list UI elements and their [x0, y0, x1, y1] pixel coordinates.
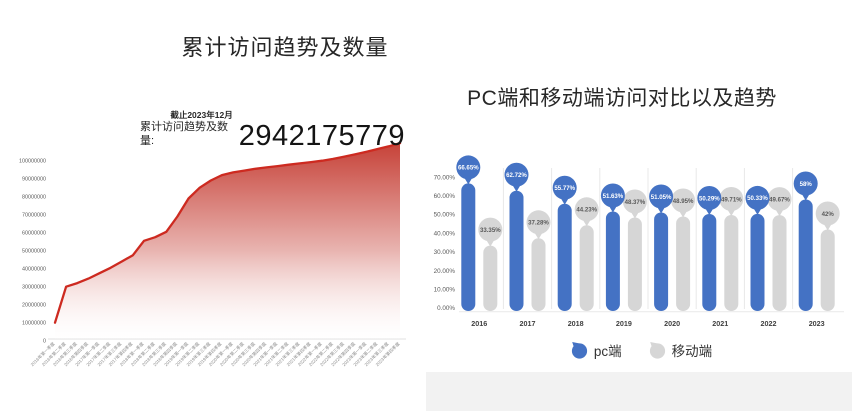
legend-item-mobile-label: 移动端: [671, 344, 713, 359]
pc-2018-bar[interactable]: [557, 203, 572, 311]
right-y-tick-label: 50.00%: [434, 212, 456, 219]
mobile-balloon-icon: [649, 342, 665, 359]
left-y-tick-label: 60000000: [22, 231, 46, 237]
pc-2021-bar[interactable]: [702, 214, 717, 311]
year-label-2019: 2019: [616, 319, 632, 328]
mobile-2023-balloon[interactable]: [815, 201, 840, 226]
left-y-tick-label: 70000000: [22, 213, 46, 219]
pc-2020-bar[interactable]: [654, 212, 669, 312]
cumulative-area[interactable]: [55, 143, 400, 339]
pc-2022-bar[interactable]: [750, 213, 765, 311]
mobile-2022-balloon[interactable]: [767, 187, 792, 212]
year-label-2018: 2018: [568, 319, 584, 328]
right-y-tick-label: 0.00%: [437, 305, 455, 312]
pc-2021-balloon[interactable]: [697, 186, 722, 210]
left-y-tick-label: 10000000: [22, 321, 46, 327]
legend-item-pc-label: pc端: [593, 344, 622, 359]
right-y-tick-label: 10.00%: [434, 287, 456, 294]
pc-2022-balloon[interactable]: [745, 185, 770, 210]
mobile-2020-balloon-label: 48.95%: [673, 198, 694, 205]
right-y-tick-label: 30.00%: [434, 249, 456, 256]
pc-2019-balloon[interactable]: [600, 183, 625, 208]
mobile-2019-balloon-label: 48.37%: [625, 199, 646, 206]
mobile-2016-bar[interactable]: [483, 245, 498, 311]
mobile-2019-bar[interactable]: [627, 217, 642, 312]
pc-2017-balloon-label: 62.72%: [506, 172, 527, 179]
pc-balloon-icon: [571, 342, 587, 359]
stat-value: 2942175779: [238, 120, 405, 152]
left-y-tick-label: 90000000: [22, 177, 46, 183]
year-label-2020: 2020: [664, 319, 680, 328]
pc-2020-balloon-label: 51.05%: [651, 194, 672, 201]
left-y-tick-label: 50000000: [22, 249, 46, 255]
left-y-tick-label: 40000000: [22, 267, 46, 273]
right-y-tick-label: 40.00%: [434, 230, 456, 237]
left-y-tick-label: 30000000: [22, 285, 46, 291]
pc-2019-balloon-label: 51.63%: [603, 193, 624, 200]
mobile-2017-bar[interactable]: [531, 238, 546, 311]
year-label-2017: 2017: [520, 319, 536, 328]
pc-2017-balloon[interactable]: [504, 162, 529, 187]
legend-item-pc[interactable]: pc端: [570, 340, 622, 360]
mobile-2020-balloon[interactable]: [671, 188, 696, 213]
pc-2023-balloon[interactable]: [793, 171, 818, 196]
left-chart-title: 累计访问趋势及数量: [181, 35, 389, 60]
year-label-2021: 2021: [712, 319, 728, 328]
bottom-strip: [426, 372, 852, 411]
legend: pc端 移动端: [430, 340, 852, 360]
pc-2022-balloon-label: 50.33%: [747, 195, 768, 202]
mobile-2021-balloon[interactable]: [719, 187, 744, 211]
left-y-tick-label: 20000000: [22, 303, 46, 309]
mobile-2019-balloon[interactable]: [622, 189, 647, 214]
mobile-2022-bar[interactable]: [772, 215, 787, 311]
mobile-2023-bar[interactable]: [820, 229, 835, 312]
mobile-2018-balloon-label: 44.23%: [576, 207, 597, 214]
mobile-2017-balloon[interactable]: [526, 210, 551, 235]
right-y-tick-label: 20.00%: [434, 268, 456, 275]
pc-2018-balloon-label: 55.77%: [554, 185, 575, 192]
stat-label: 累计访问趋势及数量:: [140, 121, 228, 147]
pc-2016-balloon[interactable]: [456, 155, 481, 180]
left-y-tick-label: 0: [43, 339, 46, 345]
year-label-2023: 2023: [809, 319, 825, 328]
legend-item-mobile[interactable]: 移动端: [648, 340, 713, 360]
mobile-2021-bar[interactable]: [724, 215, 739, 311]
left-y-tick-label: 100000000: [19, 159, 46, 165]
mobile-2017-balloon-label: 37.28%: [528, 220, 549, 227]
mobile-2018-bar[interactable]: [579, 225, 594, 311]
right-y-tick-label: 70.00%: [434, 174, 456, 181]
pc-2019-bar[interactable]: [605, 211, 620, 312]
pc-2021-balloon-label: 50.29%: [699, 195, 720, 202]
right-chart-title: PC端和移动端访问对比以及趋势: [467, 87, 777, 110]
mobile-2022-balloon-label: 49.67%: [769, 196, 790, 203]
pc-2017-bar[interactable]: [509, 190, 524, 311]
pc-2016-bar[interactable]: [461, 183, 476, 311]
mobile-2016-balloon[interactable]: [478, 217, 503, 242]
pc-2023-balloon-label: 58%: [800, 181, 813, 188]
year-label-2016: 2016: [471, 319, 487, 328]
cumulative-line[interactable]: [53, 141, 402, 324]
pc-2016-balloon-label: 66.65%: [458, 165, 479, 172]
right-y-tick-label: 60.00%: [434, 193, 456, 200]
mobile-2021-balloon-label: 49.71%: [721, 196, 742, 203]
cumulative-stat-block: 截止2023年12月 累计访问趋势及数量: 2942175779: [140, 110, 405, 151]
mobile-2018-balloon[interactable]: [574, 197, 599, 222]
year-label-2022: 2022: [761, 319, 777, 328]
mobile-2020-bar[interactable]: [676, 216, 691, 312]
pc-2020-balloon[interactable]: [649, 184, 674, 209]
mobile-2023-balloon-label: 42%: [822, 211, 835, 218]
left-y-tick-label: 80000000: [22, 195, 46, 201]
stat-date-note: 截止2023年12月: [170, 110, 233, 120]
pc-2018-balloon[interactable]: [552, 175, 577, 200]
cumulative-stat-labels: 截止2023年12月 累计访问趋势及数量:: [140, 110, 233, 151]
pc-2023-bar[interactable]: [798, 199, 813, 312]
mobile-2016-balloon-label: 33.35%: [480, 227, 501, 234]
